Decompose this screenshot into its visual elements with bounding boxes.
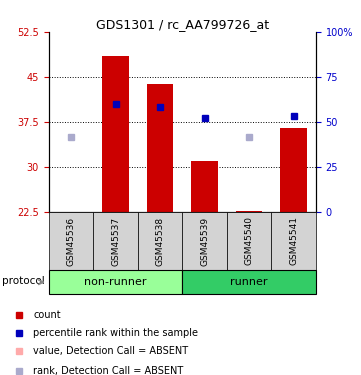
Text: GSM45540: GSM45540	[245, 216, 253, 266]
Text: non-runner: non-runner	[84, 277, 147, 287]
Text: runner: runner	[230, 277, 268, 287]
Bar	[182, 212, 227, 270]
Bar	[227, 212, 271, 270]
Bar	[93, 212, 138, 270]
Bar	[138, 212, 182, 270]
Text: value, Detection Call = ABSENT: value, Detection Call = ABSENT	[33, 346, 188, 356]
Text: GSM45539: GSM45539	[200, 216, 209, 266]
Bar	[147, 84, 173, 212]
Text: GSM45537: GSM45537	[111, 216, 120, 266]
Text: GSM45538: GSM45538	[156, 216, 165, 266]
Text: count: count	[33, 310, 61, 320]
Text: rank, Detection Call = ABSENT: rank, Detection Call = ABSENT	[33, 366, 183, 375]
Text: GSM45536: GSM45536	[66, 216, 75, 266]
Bar	[182, 270, 316, 294]
Bar	[236, 211, 262, 212]
Bar	[271, 212, 316, 270]
Bar	[191, 161, 218, 212]
Text: protocol: protocol	[3, 276, 45, 286]
Text: percentile rank within the sample: percentile rank within the sample	[33, 328, 198, 338]
Bar	[49, 270, 182, 294]
Bar	[102, 56, 129, 212]
Title: GDS1301 / rc_AA799726_at: GDS1301 / rc_AA799726_at	[96, 18, 269, 31]
Text: GSM45541: GSM45541	[289, 216, 298, 266]
Bar	[280, 128, 307, 212]
Bar	[49, 212, 93, 270]
